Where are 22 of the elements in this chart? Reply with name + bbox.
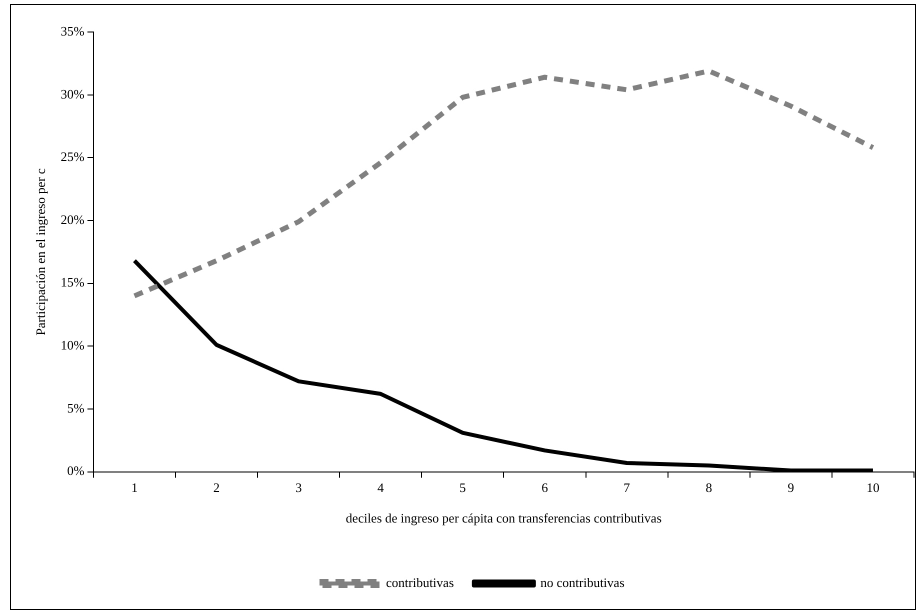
x-tick-label: 6 (541, 480, 548, 496)
x-axis-title: deciles de ingreso per cápita con transferencias contributivas (346, 510, 662, 526)
y-tick-label: 15% (60, 274, 85, 290)
x-tick-label: 8 (706, 480, 712, 496)
y-tick-label: 10% (60, 338, 85, 353)
y-tick-label: 20% (60, 212, 85, 227)
y-tick-label: 5% (67, 400, 85, 416)
legend-label: contributivas (386, 574, 454, 590)
x-tick-label: 4 (377, 480, 384, 496)
y-axis-title: Participación en el ingreso per c (33, 168, 48, 336)
y-tick-label: 25% (60, 149, 85, 164)
x-tick-label: 3 (295, 480, 302, 496)
x-tick-label: 7 (624, 480, 631, 496)
y-tick-label: 0% (67, 463, 85, 478)
y-tick-label: 35% (60, 23, 85, 38)
x-tick-label: 2 (213, 480, 220, 496)
legend-label: no contributivas (540, 574, 625, 590)
x-tick-label: 10 (866, 480, 880, 496)
y-tick-label: 30% (60, 86, 85, 102)
x-tick-label: 5 (459, 480, 466, 496)
x-tick-label: 9 (788, 480, 794, 496)
x-tick-label: 1 (131, 480, 138, 496)
